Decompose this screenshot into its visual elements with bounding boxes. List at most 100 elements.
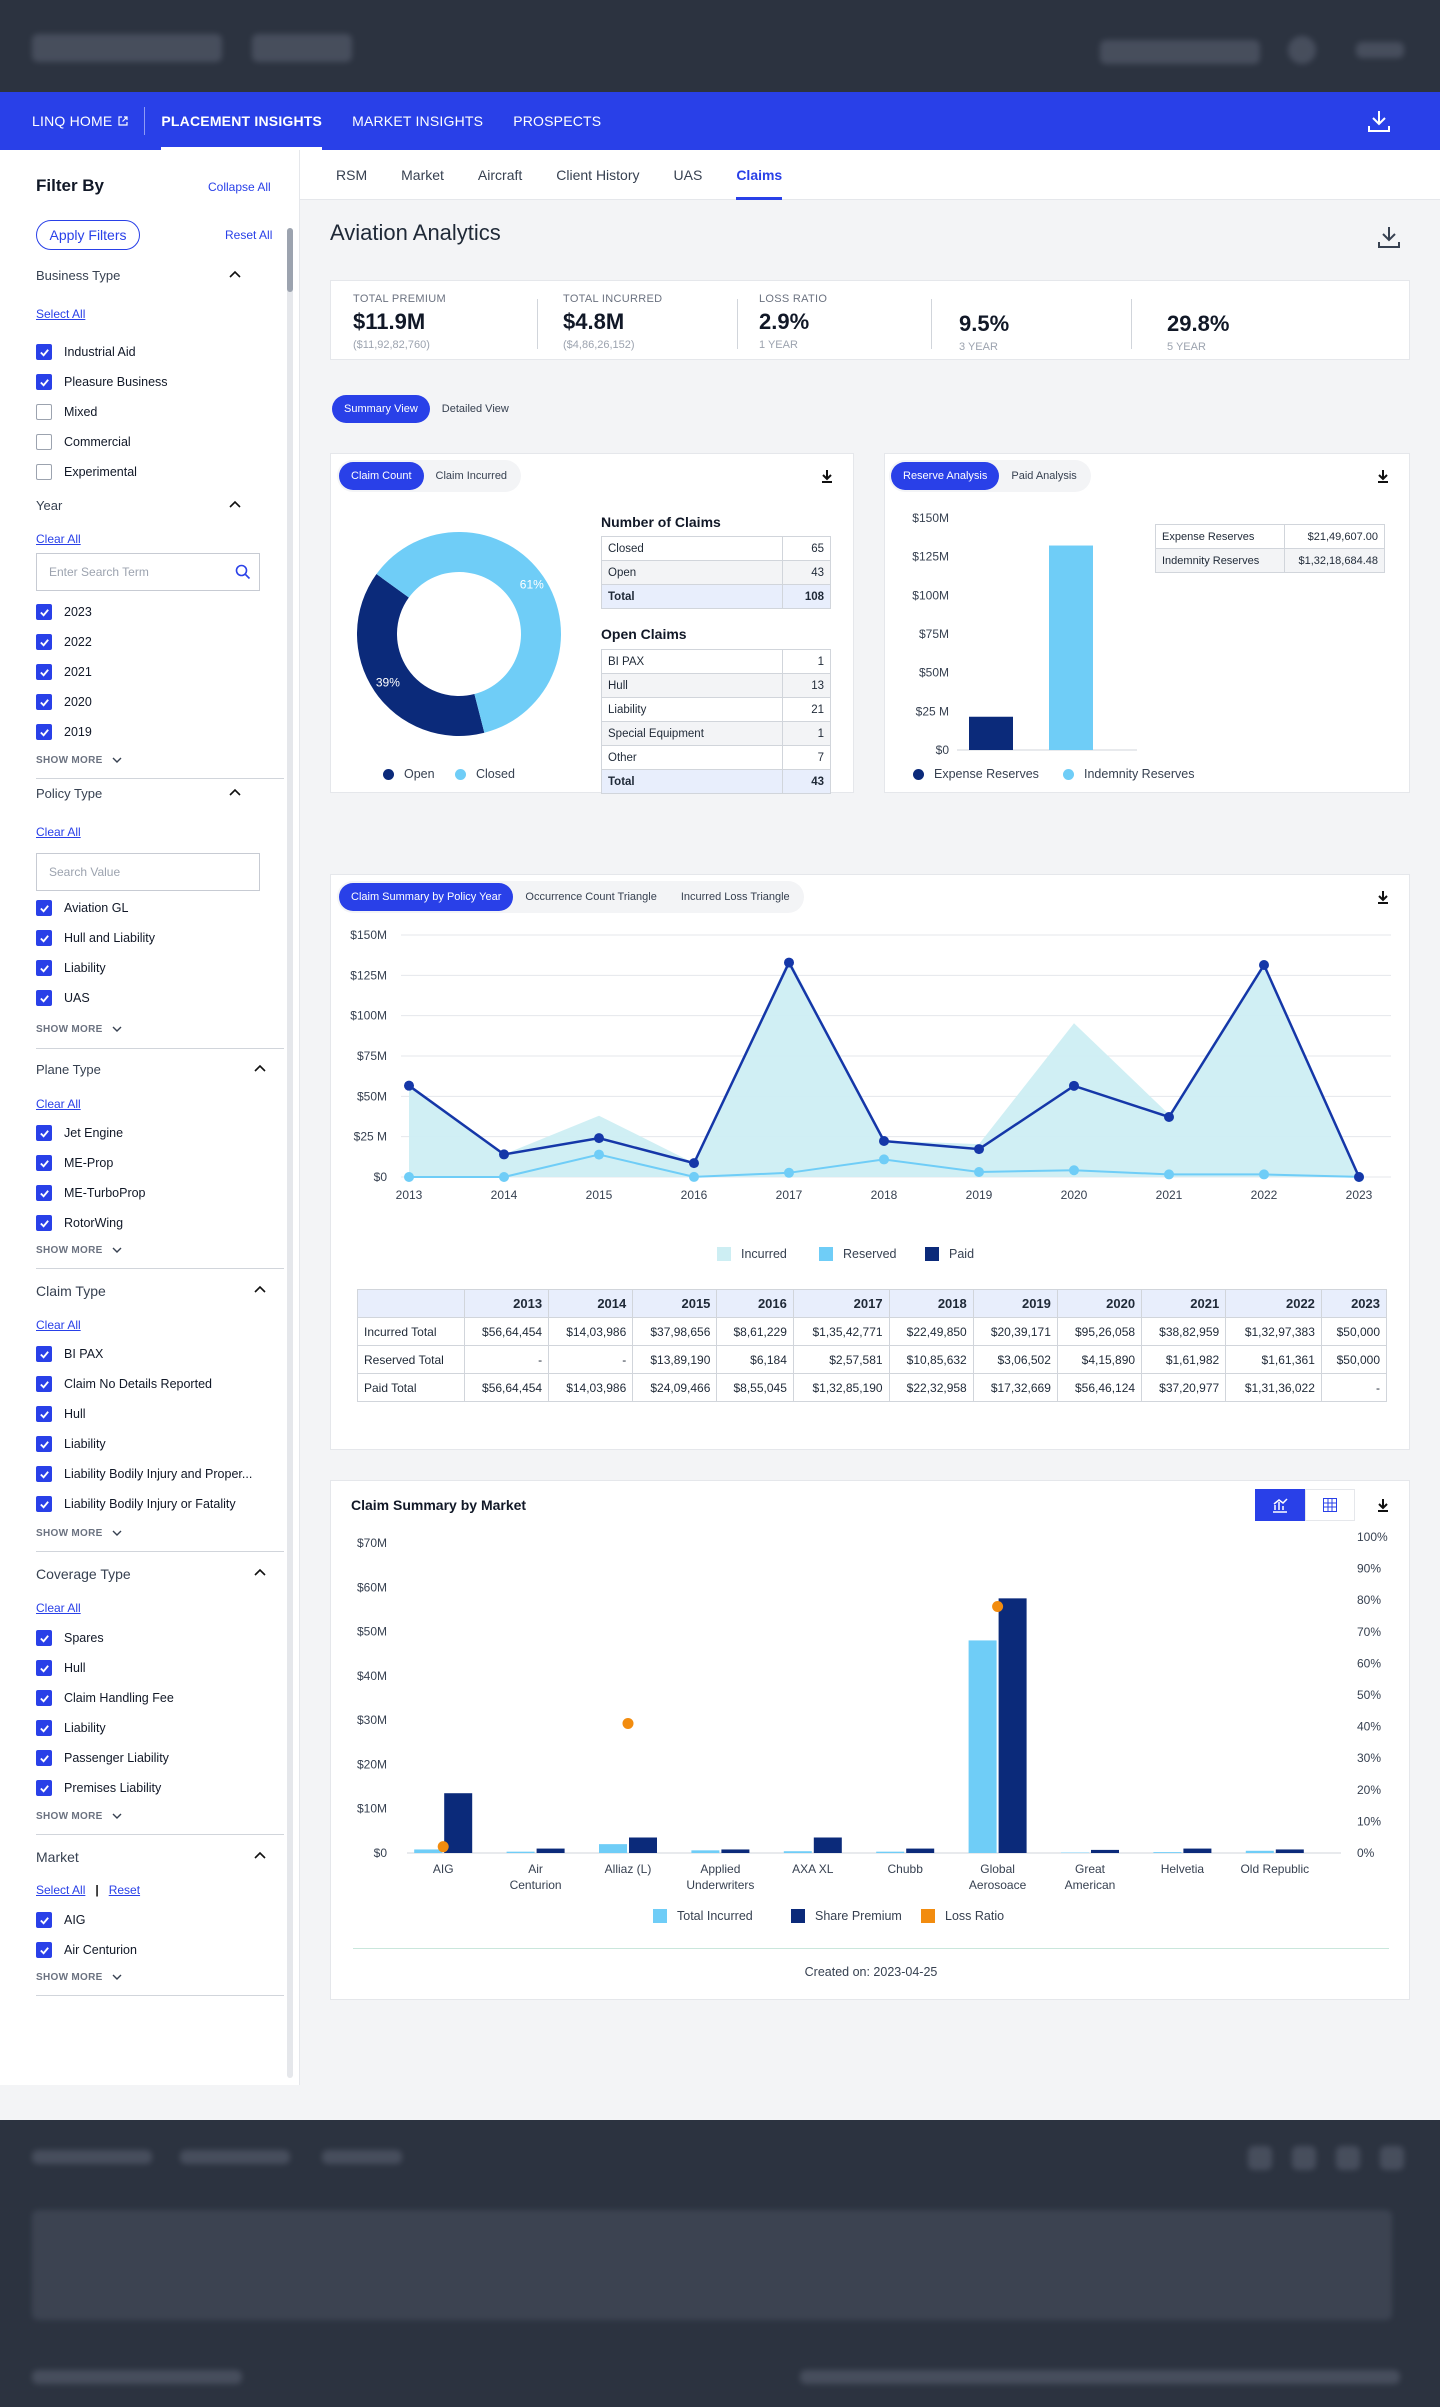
checkbox-icon[interactable]	[36, 1720, 52, 1736]
checkbox-coverage-hull[interactable]: Hull	[36, 1660, 86, 1676]
checkbox-icon[interactable]	[36, 1215, 52, 1231]
summary-view-button[interactable]: Summary View	[332, 395, 430, 423]
download-icon[interactable]	[1375, 889, 1391, 905]
checkbox-icon[interactable]	[36, 1406, 52, 1422]
legend-reserved[interactable]: Reserved	[819, 1247, 897, 1261]
business-type-select-all[interactable]: Select All	[36, 307, 86, 321]
checkbox-year-2019[interactable]: 2019	[36, 724, 92, 740]
download-icon[interactable]	[1375, 468, 1391, 484]
market-show-more[interactable]: SHOW MORE	[36, 1971, 123, 1983]
checkbox-icon[interactable]	[36, 1436, 52, 1452]
legend-incurred[interactable]: Incurred	[717, 1247, 787, 1261]
social-icon[interactable]	[1292, 2146, 1316, 2170]
checkbox-icon[interactable]	[36, 1912, 52, 1928]
year-search-input[interactable]: Enter Search Term	[36, 553, 260, 591]
legend-total-incurred[interactable]: Total Incurred	[653, 1909, 753, 1923]
claim-count-tab[interactable]: Claim Count	[339, 462, 424, 490]
header-menu[interactable]	[1356, 42, 1404, 58]
social-icon[interactable]	[1380, 2146, 1404, 2170]
checkbox-icon[interactable]	[36, 900, 52, 916]
policy-type-clear-all[interactable]: Clear All	[36, 825, 81, 839]
tab-uas[interactable]: UAS	[673, 166, 703, 183]
claim-show-more[interactable]: SHOW MORE	[36, 1527, 123, 1539]
legend-expense-reserves[interactable]: Expense Reserves	[913, 767, 1039, 781]
checkbox-icon[interactable]	[36, 1125, 52, 1141]
download-icon[interactable]	[1376, 224, 1402, 250]
policy-show-more[interactable]: SHOW MORE	[36, 1023, 123, 1035]
checkbox-liability[interactable]: Liability	[36, 960, 106, 976]
plane-type-clear-all[interactable]: Clear All	[36, 1097, 81, 1111]
claim-type-clear-all[interactable]: Clear All	[36, 1318, 81, 1332]
checkbox-icon[interactable]	[36, 374, 52, 390]
footer-link[interactable]	[180, 2150, 290, 2164]
checkbox-bi-pax[interactable]: BI PAX	[36, 1346, 103, 1362]
year-show-more[interactable]: SHOW MORE	[36, 754, 123, 766]
chevron-up-icon[interactable]	[228, 267, 242, 281]
checkbox-uas[interactable]: UAS	[36, 990, 90, 1006]
checkbox-icon[interactable]	[36, 464, 52, 480]
checkbox-icon[interactable]	[36, 1780, 52, 1796]
checkbox-icon[interactable]	[36, 1750, 52, 1766]
legend-open[interactable]: Open	[383, 767, 435, 781]
collapse-all-link[interactable]: Collapse All	[208, 180, 271, 194]
policy-search-input[interactable]: Search Value	[36, 853, 260, 891]
claim-summary-policy-year-tab[interactable]: Claim Summary by Policy Year	[339, 883, 514, 911]
checkbox-pleasure-business[interactable]: Pleasure Business	[36, 374, 168, 390]
legend-closed[interactable]: Closed	[455, 767, 515, 781]
tab-client-history[interactable]: Client History	[556, 166, 640, 183]
checkbox-icon[interactable]	[36, 1690, 52, 1706]
checkbox-claim-liability[interactable]: Liability	[36, 1436, 106, 1452]
checkbox-me-turboprop[interactable]: ME-TurboProp	[36, 1185, 146, 1201]
checkbox-icon[interactable]	[36, 344, 52, 360]
avatar[interactable]	[1288, 36, 1316, 64]
claim-incurred-tab[interactable]: Claim Incurred	[435, 470, 508, 482]
tab-rsm[interactable]: RSM	[336, 166, 368, 183]
checkbox-mixed[interactable]: Mixed	[36, 404, 97, 420]
reset-all-link[interactable]: Reset All	[225, 228, 273, 242]
download-icon[interactable]	[819, 468, 835, 484]
download-icon[interactable]	[1366, 108, 1392, 134]
checkbox-commercial[interactable]: Commercial	[36, 434, 131, 450]
footer-link[interactable]	[32, 2150, 152, 2164]
chevron-up-icon[interactable]	[253, 1565, 267, 1579]
social-icon[interactable]	[1248, 2146, 1272, 2170]
legend-loss-ratio[interactable]: Loss Ratio	[921, 1909, 1004, 1923]
legend-paid[interactable]: Paid	[925, 1247, 974, 1261]
legend-indemnity-reserves[interactable]: Indemnity Reserves	[1063, 767, 1194, 781]
chevron-up-icon[interactable]	[253, 1282, 267, 1296]
occurrence-count-triangle-tab[interactable]: Occurrence Count Triangle	[525, 891, 657, 903]
checkbox-claim-no-details[interactable]: Claim No Details Reported	[36, 1376, 212, 1392]
checkbox-icon[interactable]	[36, 960, 52, 976]
nav-market-insights[interactable]: MARKET INSIGHTS	[352, 113, 484, 129]
chevron-up-icon[interactable]	[253, 1848, 267, 1862]
checkbox-icon[interactable]	[36, 1185, 52, 1201]
checkbox-icon[interactable]	[36, 664, 52, 680]
checkbox-claim-handling-fee[interactable]: Claim Handling Fee	[36, 1690, 174, 1706]
checkbox-jet-engine[interactable]: Jet Engine	[36, 1125, 123, 1141]
year-clear-all[interactable]: Clear All	[36, 532, 81, 546]
legend-share-premium[interactable]: Share Premium	[791, 1909, 902, 1923]
checkbox-icon[interactable]	[36, 694, 52, 710]
checkbox-industrial-aid[interactable]: Industrial Aid	[36, 344, 136, 360]
tab-claims[interactable]: Claims	[736, 150, 783, 200]
checkbox-icon[interactable]	[36, 1660, 52, 1676]
reserve-analysis-tab[interactable]: Reserve Analysis	[891, 462, 1000, 490]
search-icon[interactable]	[235, 564, 251, 580]
table-view-button[interactable]	[1305, 1489, 1355, 1521]
checkbox-premises-liability[interactable]: Premises Liability	[36, 1780, 161, 1796]
checkbox-icon[interactable]	[36, 1630, 52, 1646]
checkbox-icon[interactable]	[36, 1942, 52, 1958]
nav-placement-insights[interactable]: PLACEMENT INSIGHTS	[161, 92, 323, 150]
nav-linq-home[interactable]: LINQ HOME	[32, 92, 128, 150]
social-icon[interactable]	[1336, 2146, 1360, 2170]
checkbox-hull-and-liability[interactable]: Hull and Liability	[36, 930, 155, 946]
checkbox-spares[interactable]: Spares	[36, 1630, 104, 1646]
sidebar-scrollbar-track[interactable]	[287, 228, 293, 2078]
checkbox-icon[interactable]	[36, 434, 52, 450]
checkbox-hull[interactable]: Hull	[36, 1406, 86, 1422]
checkbox-liability-bodily-injury-fatality[interactable]: Liability Bodily Injury or Fatality	[36, 1496, 236, 1512]
footer-bottom-links[interactable]	[800, 2370, 1400, 2384]
checkbox-experimental[interactable]: Experimental	[36, 464, 137, 480]
checkbox-icon[interactable]	[36, 724, 52, 740]
download-icon[interactable]	[1375, 1497, 1391, 1513]
